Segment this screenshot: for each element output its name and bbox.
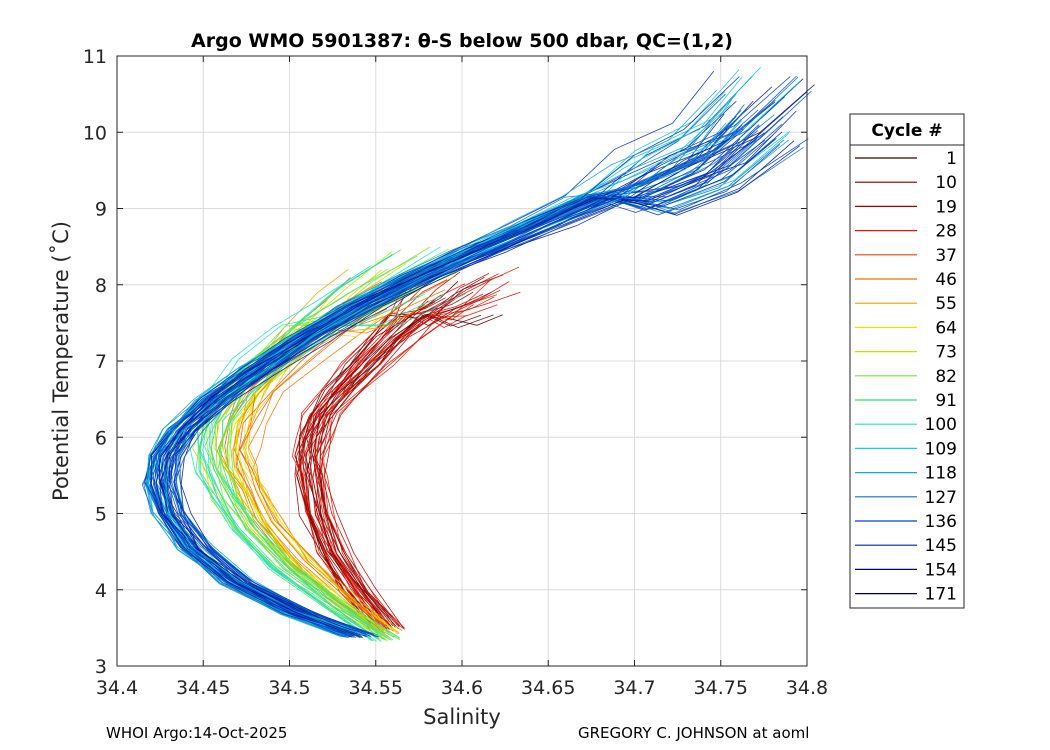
profile-line-group-1 bbox=[302, 273, 499, 629]
legend-title: Cycle # bbox=[871, 121, 942, 141]
legend-label-19: 19 bbox=[935, 197, 957, 217]
data-series bbox=[141, 66, 815, 642]
y-tick-label: 3 bbox=[95, 656, 107, 678]
x-tick-label: 34.45 bbox=[176, 677, 230, 699]
x-tick-label: 34.8 bbox=[786, 677, 828, 699]
legend-entries: 1 10 19 28 37 46 55 64 73 82 91 100 109 118 127 136 145 1… bbox=[855, 149, 957, 605]
profile-line-group-4 bbox=[170, 116, 737, 636]
legend-label-28: 28 bbox=[935, 222, 957, 242]
legend-label-64: 64 bbox=[935, 318, 957, 338]
profile-line-group-1 bbox=[291, 282, 427, 628]
legend-label-82: 82 bbox=[935, 367, 957, 387]
profile-line-group-4 bbox=[153, 96, 786, 638]
x-tick-label: 34.5 bbox=[268, 677, 310, 699]
profile-line-group-1 bbox=[315, 296, 495, 630]
y-tick-label: 5 bbox=[95, 504, 107, 526]
legend-label-127: 127 bbox=[925, 488, 957, 508]
legend-label-171: 171 bbox=[925, 585, 957, 605]
profile-line-group-4 bbox=[173, 138, 777, 635]
profile-line-group-3 bbox=[189, 265, 372, 641]
legend-label-136: 136 bbox=[925, 512, 957, 532]
profile-line-group-1 bbox=[308, 269, 432, 630]
profile-line-group-4 bbox=[163, 76, 799, 638]
profile-line-group-4 bbox=[162, 80, 801, 636]
x-tick-label: 34.6 bbox=[441, 677, 483, 699]
profile-line-group-1 bbox=[319, 304, 474, 626]
legend-label-73: 73 bbox=[935, 343, 957, 363]
profile-line-group-1 bbox=[321, 273, 490, 629]
chart-title: Argo WMO 5901387: θ-S below 500 dbar, QC… bbox=[191, 30, 733, 52]
y-axis-ticks: 3 4 5 6 7 8 9 10 11 bbox=[83, 46, 807, 678]
legend-label-154: 154 bbox=[925, 560, 957, 580]
y-tick-label: 11 bbox=[83, 46, 107, 68]
profile-line-group-1 bbox=[298, 306, 435, 627]
legend-label-100: 100 bbox=[925, 415, 957, 435]
legend-label-91: 91 bbox=[935, 391, 957, 411]
profile-line-group-3 bbox=[199, 282, 417, 640]
profile-line-group-4 bbox=[144, 70, 715, 634]
profile-line-group-4 bbox=[145, 122, 727, 636]
x-tick-label: 34.4 bbox=[96, 677, 138, 699]
legend: Cycle # 1 10 19 28 37 46 55 64 73 82 91 100 109 118 12… bbox=[849, 113, 965, 609]
profile-line-group-4 bbox=[146, 104, 731, 637]
y-tick-label: 4 bbox=[95, 580, 107, 602]
legend-label-10: 10 bbox=[935, 173, 957, 193]
x-axis-label: Salinity bbox=[423, 705, 501, 729]
profile-line-group-1 bbox=[316, 281, 510, 631]
profile-line-group-1 bbox=[305, 296, 457, 629]
profile-line-group-4 bbox=[143, 123, 711, 639]
footer-source-date: WHOI Argo:14-Oct-2025 bbox=[106, 724, 288, 742]
legend-label-118: 118 bbox=[925, 464, 957, 484]
legend-box bbox=[849, 113, 965, 609]
legend-label-1: 1 bbox=[946, 149, 957, 169]
legend-label-109: 109 bbox=[925, 439, 957, 459]
profile-line-group-4 bbox=[146, 89, 717, 637]
profile-line-group-2 bbox=[252, 275, 456, 634]
profile-line-group-1 bbox=[318, 276, 485, 630]
legend-label-55: 55 bbox=[935, 294, 957, 314]
legend-label-46: 46 bbox=[935, 270, 957, 290]
y-tick-label: 9 bbox=[95, 199, 107, 221]
legend-label-145: 145 bbox=[925, 536, 957, 556]
x-tick-label: 34.65 bbox=[521, 677, 575, 699]
profile-line-group-1 bbox=[306, 314, 482, 630]
x-tick-label: 34.75 bbox=[694, 677, 748, 699]
legend-label-37: 37 bbox=[935, 246, 957, 266]
x-tick-label: 34.55 bbox=[349, 677, 403, 699]
profile-line-group-1 bbox=[306, 271, 461, 627]
profile-line-group-1 bbox=[314, 301, 436, 629]
profile-line-group-1 bbox=[296, 314, 494, 628]
x-axis-ticks: 34.4 34.45 34.5 34.55 34.6 34.65 34.7 34.75 34.8 bbox=[96, 56, 828, 699]
profile-line-group-1 bbox=[294, 307, 458, 630]
y-tick-label: 6 bbox=[95, 427, 107, 449]
profile-line-group-2 bbox=[239, 266, 444, 634]
profile-line-group-4 bbox=[149, 125, 760, 638]
y-axis-label: Potential Temperature (˚C) bbox=[49, 221, 73, 501]
profile-line-group-3 bbox=[206, 291, 389, 639]
x-tick-label: 34.7 bbox=[613, 677, 655, 699]
y-tick-label: 10 bbox=[83, 122, 107, 144]
profile-line-group-1 bbox=[323, 266, 520, 627]
profile-line-group-4 bbox=[174, 90, 812, 634]
y-tick-label: 7 bbox=[95, 351, 107, 373]
y-tick-label: 8 bbox=[95, 275, 107, 297]
profile-line-group-3 bbox=[230, 260, 478, 640]
footer-author: GREGORY C. JOHNSON at aoml bbox=[578, 724, 810, 742]
